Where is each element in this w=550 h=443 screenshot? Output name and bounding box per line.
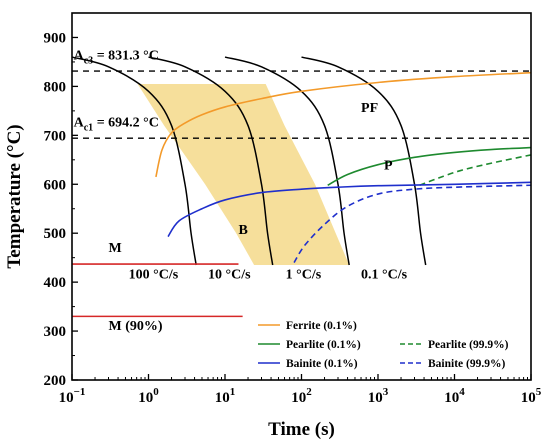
y-tick-label-3: 400 xyxy=(44,275,67,291)
y-tick-label-8: 900 xyxy=(44,30,67,46)
series-line-4 xyxy=(167,181,532,238)
martensite-lines xyxy=(72,263,243,318)
x-tick-label-6: 104 xyxy=(444,386,465,406)
phase-label-1: M xyxy=(108,241,121,256)
cooling-curve-3 xyxy=(224,56,350,266)
legend-label-5: Bainite (99.9%) xyxy=(428,358,505,370)
critical-cooling-rate-band xyxy=(137,84,350,265)
y-tick-label-2: 300 xyxy=(44,324,67,340)
cooling-rate-label-1: 100 °C/s xyxy=(129,268,179,283)
x-tick-label-7: 105 xyxy=(521,386,542,406)
phase-annotations: M M (90%) B PF P xyxy=(108,101,393,334)
critical-cooling-band xyxy=(137,84,350,265)
phase-label-2: M (90%) xyxy=(108,319,162,334)
legend: Ferrite (0.1%) Pearlite (0.1%) Pearlite (9… xyxy=(258,320,509,370)
x-tick-label-3: 101 xyxy=(215,386,236,406)
y-tick-label-4: 500 xyxy=(44,226,67,242)
y-tick-label-7: 800 xyxy=(44,79,67,95)
series-line-3 xyxy=(419,154,532,186)
reference-label-1: Ac3 = 831.3 °C xyxy=(74,48,159,66)
phase-label-3: B xyxy=(238,223,247,238)
legend-label-4: Bainite (0.1%) xyxy=(286,358,358,370)
x-tick-label-5: 103 xyxy=(368,386,389,406)
axes: 200 300 400 500 600 700 800 900 10−1 100 101 102 103… xyxy=(44,12,542,406)
transformation-curves xyxy=(155,71,532,263)
cooling-curve-4 xyxy=(301,56,427,266)
y-axis-title: Temperature (°C) xyxy=(4,124,25,268)
legend-label-2: Pearlite (0.1%) xyxy=(286,339,361,351)
legend-label-1: Ferrite (0.1%) xyxy=(286,320,357,332)
cooling-curve-2 xyxy=(148,56,274,266)
critical-temperature-lines: Ac3 = 831.3 °C Ac1 = 694.2 °C xyxy=(72,48,531,139)
phase-label-4: PF xyxy=(361,101,378,116)
cooling-rate-label-4: 0.1 °C/s xyxy=(361,268,408,283)
phase-label-5: P xyxy=(384,159,393,174)
cooling-rate-label-2: 10 °C/s xyxy=(208,268,251,283)
series-line-1 xyxy=(155,71,532,178)
x-axis-title: Time (s) xyxy=(268,419,335,440)
y-tick-label-1: 200 xyxy=(44,373,67,389)
y-tick-label-6: 700 xyxy=(44,128,67,144)
x-tick-label-1: 10−1 xyxy=(59,386,86,406)
series-line-5 xyxy=(293,184,532,263)
legend-label-3: Pearlite (99.9%) xyxy=(428,339,509,351)
x-tick-label-4: 102 xyxy=(291,386,312,406)
x-tick-label-2: 100 xyxy=(138,386,159,406)
cooling-curve-1 xyxy=(71,56,197,266)
series-line-2 xyxy=(327,146,532,186)
cooling-rate-label-3: 1 °C/s xyxy=(286,268,322,283)
y-tick-label-5: 600 xyxy=(44,177,67,193)
cooling-curves: 100 °C/s 10 °C/s 1 °C/s 0.1 °C/s xyxy=(71,56,427,283)
reference-label-2: Ac1 = 694.2 °C xyxy=(74,116,159,134)
